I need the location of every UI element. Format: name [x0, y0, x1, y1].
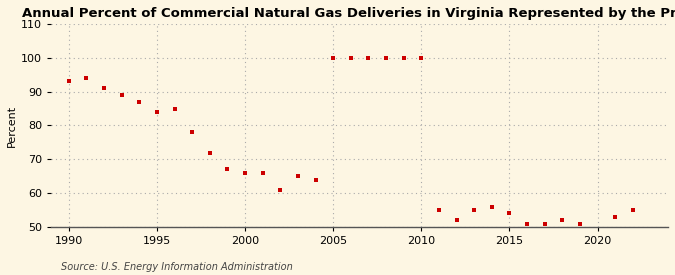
Text: Source: U.S. Energy Information Administration: Source: U.S. Energy Information Administ…	[61, 262, 292, 272]
Y-axis label: Percent: Percent	[7, 104, 17, 147]
Title: Annual Percent of Commercial Natural Gas Deliveries in Virginia Represented by t: Annual Percent of Commercial Natural Gas…	[22, 7, 675, 20]
